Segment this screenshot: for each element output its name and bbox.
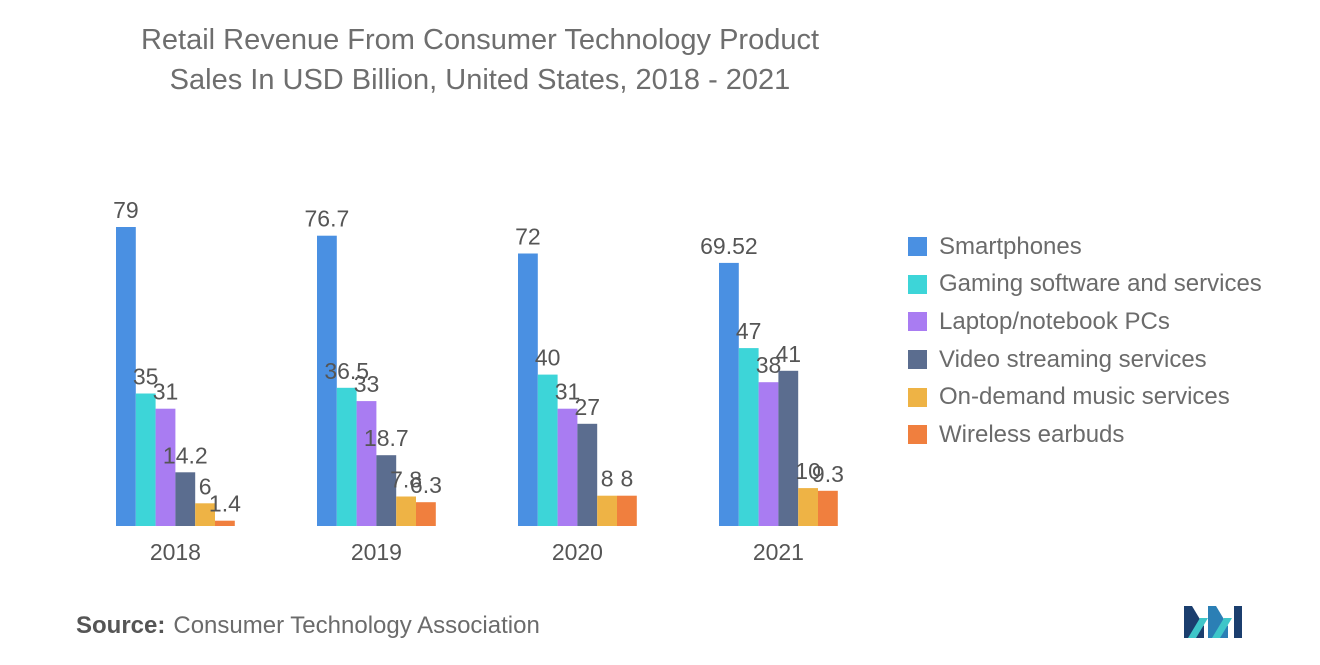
chart-title-line-2: Sales In USD Billion, United States, 201… xyxy=(169,64,791,96)
bar-2018-series-2 xyxy=(155,408,176,526)
x-tick-label-2020: 2020 xyxy=(552,539,603,565)
x-tick-label-2021: 2021 xyxy=(753,539,804,565)
legend-label-5: Wireless earbuds xyxy=(939,420,1125,448)
bar-2021-series-3 xyxy=(778,370,799,526)
data-label-2021-series-0: 69.52 xyxy=(700,233,758,259)
bar-2019-series-4 xyxy=(396,496,416,526)
data-label-2020-series-1: 40 xyxy=(535,345,561,371)
legend-swatch-0 xyxy=(908,237,927,257)
bar-2019-series-5 xyxy=(416,502,436,526)
data-label-2021-series-4: 10 xyxy=(795,458,821,484)
data-label-2021-series-3: 41 xyxy=(776,341,802,367)
data-label-2019-series-5: 6.3 xyxy=(410,472,442,498)
data-label-2019-series-2: 33 xyxy=(354,371,380,397)
x-tick-label-2018: 2018 xyxy=(150,539,201,565)
bar-2019-series-0 xyxy=(317,235,337,526)
data-label-2018-series-2: 31 xyxy=(153,379,179,405)
bar-2020-series-1 xyxy=(537,374,558,526)
bar-2020-series-2 xyxy=(557,408,578,526)
legend-label-3: Video streaming services xyxy=(939,345,1207,373)
data-label-2019-series-3: 18.7 xyxy=(364,425,409,451)
legend-label-1: Gaming software and services xyxy=(939,270,1262,298)
legend-swatch-3 xyxy=(908,350,927,370)
bar-2019-series-3 xyxy=(376,455,397,526)
data-label-2018-series-4: 6 xyxy=(199,473,212,499)
legend-swatch-5 xyxy=(908,425,927,445)
data-label-2021-series-2: 38 xyxy=(756,352,782,378)
data-label-2019-series-4: 7.8 xyxy=(390,467,422,493)
bar-2021-series-1 xyxy=(738,348,759,526)
bar-2018-series-1 xyxy=(135,393,156,526)
legend-swatch-4 xyxy=(908,387,927,407)
source-label: Source: xyxy=(76,612,166,639)
legend-label-2: Laptop/notebook PCs xyxy=(939,307,1170,335)
bar-2020-series-0 xyxy=(518,253,538,526)
data-label-2018-series-0: 79 xyxy=(113,197,139,223)
legend-label-0: Smartphones xyxy=(939,232,1082,260)
data-label-2020-series-5: 8 xyxy=(621,466,634,492)
data-label-2020-series-4: 8 xyxy=(601,466,614,492)
legend-item-1: Gaming software and services xyxy=(908,266,1262,304)
legend-swatch-2 xyxy=(908,312,927,332)
bar-2018-series-3 xyxy=(175,472,196,526)
legend-label-4: On-demand music services xyxy=(939,383,1230,411)
x-tick-label-2019: 2019 xyxy=(351,539,402,565)
bar-2020-series-5 xyxy=(617,495,637,526)
legend-item-3: Video streaming services xyxy=(908,341,1262,379)
legend-item-0: Smartphones xyxy=(908,228,1262,266)
chart-title: Retail Revenue From Consumer Technology … xyxy=(60,20,900,100)
bar-2021-series-5 xyxy=(818,490,838,526)
data-label-2019-series-1: 36.5 xyxy=(324,358,369,384)
bar-2018-series-5 xyxy=(215,520,235,526)
data-label-2020-series-3: 27 xyxy=(575,394,601,420)
data-label-2018-series-1: 35 xyxy=(133,364,159,390)
data-label-2021-series-5: 9.3 xyxy=(812,461,844,487)
bar-2019-series-1 xyxy=(336,387,357,526)
bar-2021-series-0 xyxy=(719,262,739,526)
source-text: Consumer Technology Association xyxy=(173,612,540,639)
bar-chart: 79353114.261.4201876.736.53318.77.86.320… xyxy=(113,197,844,565)
legend-swatch-1 xyxy=(908,274,927,294)
chart-title-line-1: Retail Revenue From Consumer Technology … xyxy=(140,24,820,56)
data-label-2020-series-0: 72 xyxy=(515,224,541,250)
data-label-2020-series-2: 31 xyxy=(555,379,581,405)
mordor-intelligence-logo xyxy=(1184,604,1250,645)
bar-2021-series-2 xyxy=(758,382,779,526)
bar-2020-series-4 xyxy=(597,495,617,526)
bar-2019-series-2 xyxy=(356,401,377,526)
data-label-2018-series-3: 14.2 xyxy=(163,442,208,468)
bar-2021-series-4 xyxy=(798,488,818,526)
data-label-2018-series-5: 1.4 xyxy=(209,491,241,517)
legend-item-2: Laptop/notebook PCs xyxy=(908,303,1262,341)
bar-2018-series-4 xyxy=(195,503,215,526)
source-note: Source: Consumer Technology Association xyxy=(76,612,540,640)
legend-item-4: On-demand music services xyxy=(908,378,1262,416)
data-label-2021-series-1: 47 xyxy=(736,318,762,344)
bar-2018-series-0 xyxy=(116,227,136,526)
chart-legend: Smartphones Gaming software and services L… xyxy=(908,228,1262,454)
data-label-2019-series-0: 76.7 xyxy=(305,206,350,232)
legend-item-5: Wireless earbuds xyxy=(908,416,1262,454)
bar-2020-series-3 xyxy=(577,423,598,526)
